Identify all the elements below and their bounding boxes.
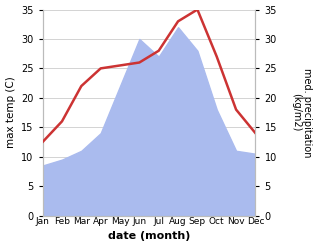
- Y-axis label: max temp (C): max temp (C): [5, 77, 16, 148]
- X-axis label: date (month): date (month): [108, 231, 190, 242]
- Y-axis label: med. precipitation
(kg/m2): med. precipitation (kg/m2): [291, 68, 313, 157]
